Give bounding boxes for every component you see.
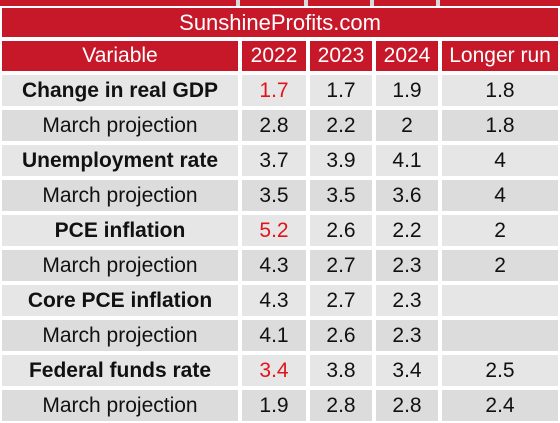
value-cell: 2 xyxy=(440,213,560,248)
source-banner-row: SunshineProfits.com xyxy=(0,6,560,39)
value-cell: 4.3 xyxy=(240,248,308,283)
row-label: March projection xyxy=(0,318,240,353)
table-row: March projection 4.3 2.7 2.3 2 xyxy=(0,248,560,283)
value-cell: 2 xyxy=(374,108,440,143)
value-cell: 3.9 xyxy=(308,143,374,178)
row-label: March projection xyxy=(0,178,240,213)
value-cell xyxy=(440,318,560,353)
value-cell: 2 xyxy=(440,248,560,283)
table-row: Unemployment rate 3.7 3.9 4.1 4 xyxy=(0,143,560,178)
table-row: Core PCE inflation 4.3 2.7 2.3 xyxy=(0,283,560,318)
value-cell: 3.4 xyxy=(374,353,440,388)
value-cell: 4.1 xyxy=(240,318,308,353)
value-cell: 1.7 xyxy=(240,73,308,108)
header-2024: 2024 xyxy=(374,39,440,73)
value-cell: 1.8 xyxy=(440,73,560,108)
top-strip xyxy=(0,0,560,6)
value-cell: 1.9 xyxy=(374,73,440,108)
header-longer-run: Longer run xyxy=(440,39,560,73)
row-label: Change in real GDP xyxy=(0,73,240,108)
table-body: Change in real GDP 1.7 1.7 1.9 1.8 March proj… xyxy=(0,73,560,423)
row-label: March projection xyxy=(0,248,240,283)
value-cell: 2.2 xyxy=(308,108,374,143)
value-cell: 2.2 xyxy=(374,213,440,248)
row-label: Unemployment rate xyxy=(0,143,240,178)
value-cell: 3.4 xyxy=(240,353,308,388)
value-cell: 4.1 xyxy=(374,143,440,178)
value-cell: 3.6 xyxy=(374,178,440,213)
value-cell xyxy=(440,283,560,318)
value-cell: 4.3 xyxy=(240,283,308,318)
projections-table: SunshineProfits.com Variable 2022 2023 2… xyxy=(0,6,560,423)
row-label: Core PCE inflation xyxy=(0,283,240,318)
value-cell: 3.8 xyxy=(308,353,374,388)
table-row: March projection 1.9 2.8 2.8 2.4 xyxy=(0,388,560,423)
value-cell: 4 xyxy=(440,178,560,213)
table-row: March projection 4.1 2.6 2.3 xyxy=(0,318,560,353)
table-row: March projection 2.8 2.2 2 1.8 xyxy=(0,108,560,143)
value-cell: 2.8 xyxy=(374,388,440,423)
header-2023: 2023 xyxy=(308,39,374,73)
value-cell: 3.7 xyxy=(240,143,308,178)
value-cell: 2.8 xyxy=(308,388,374,423)
row-label: PCE inflation xyxy=(0,213,240,248)
value-cell: 4 xyxy=(440,143,560,178)
row-label: March projection xyxy=(0,108,240,143)
table-row: March projection 3.5 3.5 3.6 4 xyxy=(0,178,560,213)
value-cell: 2.3 xyxy=(374,283,440,318)
row-label: March projection xyxy=(0,388,240,423)
value-cell: 2.3 xyxy=(374,318,440,353)
value-cell: 3.5 xyxy=(240,178,308,213)
value-cell: 2.6 xyxy=(308,318,374,353)
value-cell: 3.5 xyxy=(308,178,374,213)
table-row: Change in real GDP 1.7 1.7 1.9 1.8 xyxy=(0,73,560,108)
row-label: Federal funds rate xyxy=(0,353,240,388)
header-row: Variable 2022 2023 2024 Longer run xyxy=(0,39,560,73)
value-cell: 5.2 xyxy=(240,213,308,248)
value-cell: 2.8 xyxy=(240,108,308,143)
table-row: Federal funds rate 3.4 3.8 3.4 2.5 xyxy=(0,353,560,388)
value-cell: 2.5 xyxy=(440,353,560,388)
value-cell: 1.7 xyxy=(308,73,374,108)
value-cell: 2.7 xyxy=(308,283,374,318)
value-cell: 2.3 xyxy=(374,248,440,283)
value-cell: 1.9 xyxy=(240,388,308,423)
header-2022: 2022 xyxy=(240,39,308,73)
source-banner: SunshineProfits.com xyxy=(0,6,560,39)
value-cell: 2.6 xyxy=(308,213,374,248)
value-cell: 2.4 xyxy=(440,388,560,423)
header-variable: Variable xyxy=(0,39,240,73)
value-cell: 2.7 xyxy=(308,248,374,283)
table-row: PCE inflation 5.2 2.6 2.2 2 xyxy=(0,213,560,248)
value-cell: 1.8 xyxy=(440,108,560,143)
